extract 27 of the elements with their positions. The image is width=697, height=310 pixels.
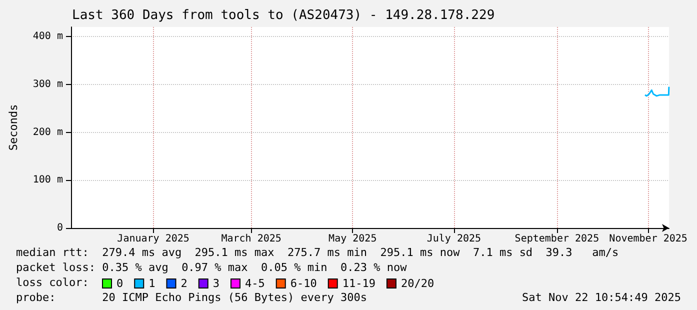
text: Sat Nov 22 10:54:49 2025 <box>522 291 681 304</box>
legend-label: 11-19 <box>342 277 376 290</box>
x-tick-label: November 2025 <box>609 234 688 244</box>
legend-label: 3 <box>212 277 220 290</box>
y-tick-label: 200 m <box>32 126 63 138</box>
y-tick-label: 300 m <box>32 78 63 90</box>
text: probe: 20 ICMP Echo Pings (56 Bytes) every 300s <box>16 291 367 304</box>
x-tick-label: May 2025 <box>328 234 377 244</box>
x-tick-label: July 2025 <box>426 234 482 244</box>
line-series <box>644 86 670 97</box>
legend-label: 20/20 <box>400 277 434 290</box>
y-tick-label: 100 m <box>32 174 63 186</box>
y-tick-label: 400 m <box>32 31 63 42</box>
x-tick-label: March 2025 <box>221 234 282 244</box>
legend-label: 1 <box>148 277 156 290</box>
legend-label: 2 <box>180 277 188 290</box>
chart-title: Last 360 Days from tools to (AS20473) - 149.28.178.229 <box>72 8 495 23</box>
legend-label: 0 <box>116 277 124 290</box>
y-axis-title: Seconds <box>7 104 20 151</box>
legend-label: 4-5 <box>244 277 265 290</box>
text: median rtt: 279.4 ms avg 295.1 ms max 275.7 ms min 295.1 ms now 7.1 ms sd 39.3 am/s <box>16 246 619 259</box>
text: packet loss: 0.35 % avg 0.97 % max 0.05 % min 0.23 % now <box>16 261 407 274</box>
legend-label: 6-10 <box>290 277 317 290</box>
x-tick-label: September 2025 <box>514 234 600 244</box>
x-tick-label: January 2025 <box>117 234 190 244</box>
y-tick-label: 0 <box>56 222 63 234</box>
legend-title: loss color: <box>16 276 89 289</box>
